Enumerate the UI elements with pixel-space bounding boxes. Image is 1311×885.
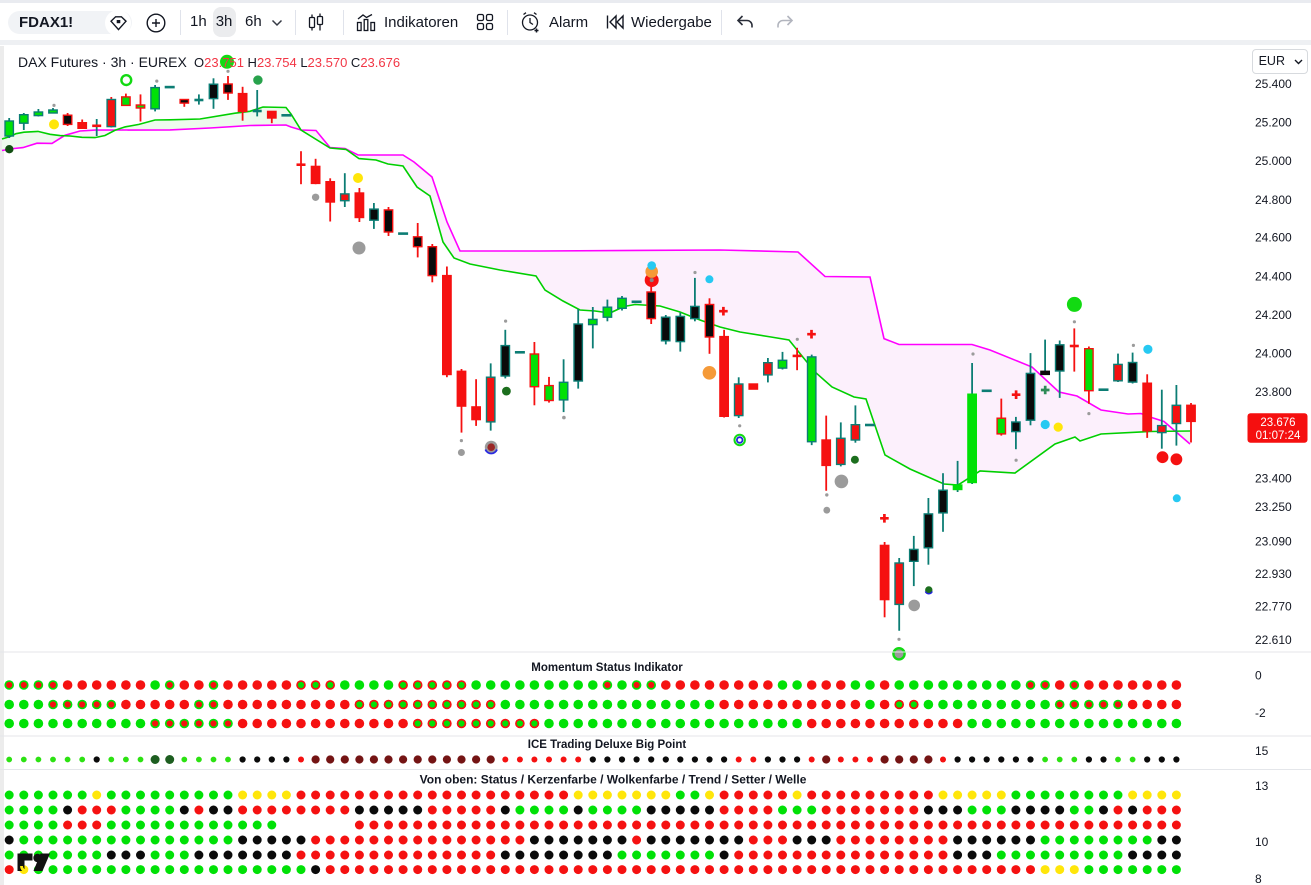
svg-text:24.600: 24.600	[1255, 231, 1292, 245]
svg-text:10: 10	[1255, 835, 1269, 849]
svg-text:23.676: 23.676	[1260, 417, 1295, 429]
svg-text:8: 8	[1255, 872, 1262, 885]
svg-text:24.200: 24.200	[1255, 308, 1292, 322]
svg-text:13: 13	[1255, 779, 1269, 793]
svg-text:24.800: 24.800	[1255, 193, 1292, 207]
svg-text:22.770: 22.770	[1255, 600, 1292, 614]
svg-text:23.090: 23.090	[1255, 535, 1292, 549]
svg-text:23.250: 23.250	[1255, 500, 1292, 514]
svg-text:22.930: 22.930	[1255, 567, 1292, 581]
svg-text:24.400: 24.400	[1255, 270, 1292, 284]
svg-text:25.400: 25.400	[1255, 77, 1292, 91]
svg-text:Momentum Status Indikator: Momentum Status Indikator	[531, 662, 683, 674]
svg-text:25.200: 25.200	[1255, 116, 1292, 130]
svg-text:-2: -2	[1255, 706, 1266, 720]
svg-text:23.800: 23.800	[1255, 385, 1292, 399]
svg-text:ICE Trading Deluxe Big Point: ICE Trading Deluxe Big Point	[528, 739, 687, 751]
svg-text:24.000: 24.000	[1255, 347, 1292, 361]
svg-text:22.610: 22.610	[1255, 633, 1292, 647]
svg-text:25.000: 25.000	[1255, 154, 1292, 168]
svg-text:15: 15	[1255, 744, 1269, 758]
svg-text:0: 0	[1255, 669, 1262, 683]
svg-text:01:07:24: 01:07:24	[1256, 430, 1301, 442]
svg-text:23.400: 23.400	[1255, 471, 1292, 485]
svg-text:Von oben: Status / Kerzenfarbe: Von oben: Status / Kerzenfarbe / Wolkenf…	[420, 773, 807, 787]
